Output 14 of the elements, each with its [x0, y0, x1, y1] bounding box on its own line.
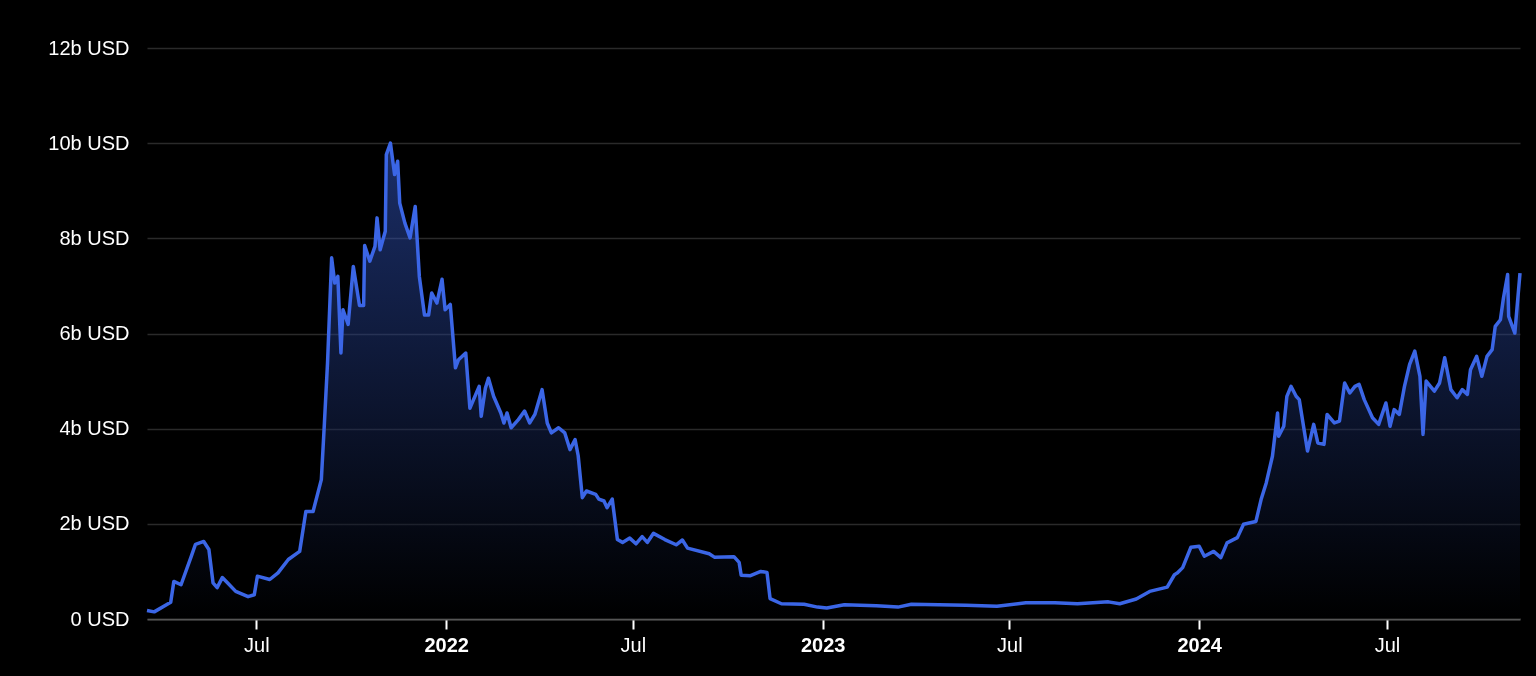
y-tick-label: 12b USD — [48, 36, 130, 59]
y-tick-label: 2b USD — [59, 512, 130, 535]
y-tick-label: 10b USD — [48, 131, 130, 154]
y-tick-label: 0 USD — [70, 607, 130, 630]
x-tick-label: 2022 — [424, 633, 469, 656]
x-tick-label: Jul — [1374, 633, 1401, 656]
x-tick-label: Jul — [997, 633, 1023, 656]
y-tick-label: 8b USD — [59, 226, 130, 249]
x-tick-label: Jul — [620, 633, 647, 656]
y-tick-label: 4b USD — [59, 417, 130, 440]
x-tick-label: 2023 — [800, 633, 846, 656]
y-tick-label: 6b USD — [59, 322, 130, 344]
x-tick-label: Jul — [244, 633, 270, 656]
x-tick-label: 2024 — [1177, 633, 1223, 656]
